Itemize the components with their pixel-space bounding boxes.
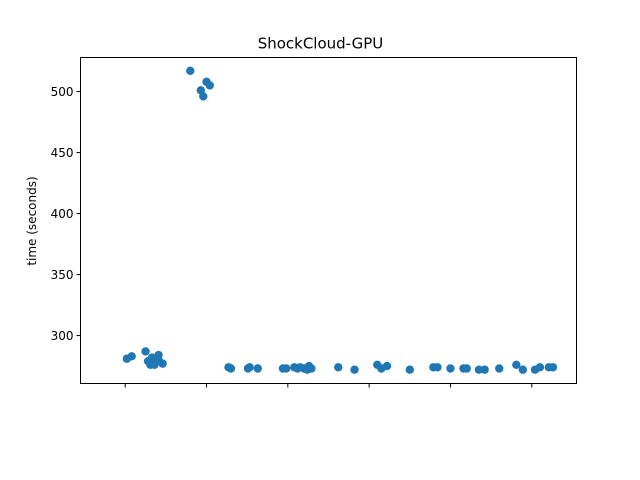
data-point <box>141 347 150 356</box>
data-points <box>122 66 558 374</box>
data-point <box>245 363 254 372</box>
data-point <box>282 364 291 373</box>
data-point <box>226 364 236 373</box>
data-point <box>535 363 545 372</box>
plot-frame <box>80 57 577 384</box>
data-point <box>350 365 359 374</box>
data-point <box>205 81 214 90</box>
y-axis-label: time (seconds) <box>25 176 39 265</box>
y-tick-label: 400 <box>51 207 74 221</box>
x-axis <box>124 383 533 388</box>
data-point <box>462 364 471 373</box>
y-tick-label: 500 <box>51 85 74 99</box>
data-point <box>382 361 392 371</box>
data-point <box>518 365 528 374</box>
data-point <box>199 92 208 101</box>
data-point <box>512 360 521 370</box>
data-point <box>433 363 442 372</box>
data-point <box>186 66 195 75</box>
data-point <box>253 364 262 373</box>
data-point <box>307 364 316 373</box>
data-point <box>127 352 136 361</box>
data-point <box>446 364 455 373</box>
data-point <box>334 363 343 372</box>
data-point <box>158 359 167 368</box>
data-point <box>495 364 504 373</box>
y-tick-label: 300 <box>51 329 74 343</box>
data-point <box>548 363 558 372</box>
data-point <box>480 365 489 374</box>
chart-title: ShockCloud-GPU <box>258 35 384 53</box>
y-tick-label: 450 <box>51 146 74 160</box>
y-axis: 300 350 400 450 500 <box>51 85 81 343</box>
data-point <box>405 365 415 374</box>
y-tick-label: 350 <box>51 268 74 282</box>
